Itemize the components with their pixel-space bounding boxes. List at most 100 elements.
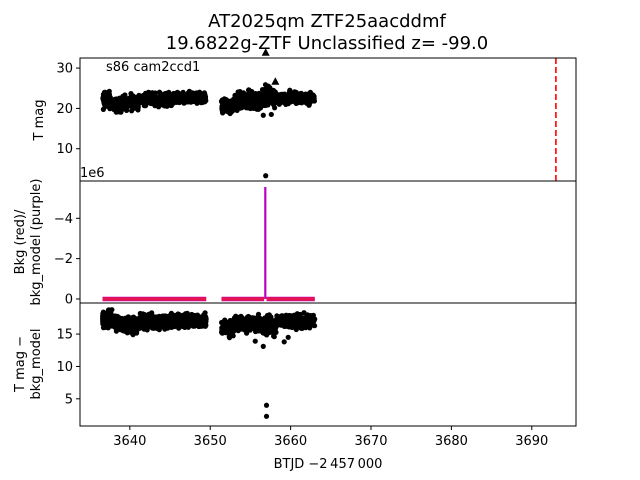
data-point [186,95,192,101]
data-point [154,325,160,331]
data-point [256,90,262,96]
middle-ylabel-line1: Bkg (red)/ [13,209,28,274]
data-point [285,96,291,102]
data-point [106,307,113,313]
data-point [236,326,242,332]
data-point [266,312,272,318]
data-point [121,101,127,107]
bottom-axes-frame [79,302,577,427]
data-point [291,92,297,98]
data-point [144,319,151,325]
data-point [247,327,253,333]
x-tick-label: 3690 [515,434,548,449]
data-point [279,94,285,100]
outlier-point [268,111,274,118]
outlier-point [252,338,258,344]
y-tick-label: 30 [56,62,73,77]
data-point [294,98,301,104]
bottom-ylabel-line1: T mag − [13,336,28,393]
data-point [249,93,255,99]
data-point [220,320,226,326]
data-point [198,321,204,327]
data-point [113,96,119,102]
x-tick-label: 3650 [194,434,227,449]
data-point [292,317,298,323]
middle-data-lines [102,187,315,302]
data-point [289,313,295,319]
data-point [122,95,128,101]
outlier-point [281,339,287,345]
data-point [122,323,128,330]
data-point [115,324,121,330]
data-point [225,330,231,336]
x-tick-label: 3660 [274,434,307,449]
outlier-point [254,106,260,112]
limit-triangle [271,77,280,85]
data-point [189,314,195,320]
x-axis-label: BTJD −2 457 000 [274,457,383,472]
data-point [250,98,256,104]
data-point [141,322,147,328]
data-point [278,313,284,319]
data-point [162,95,168,101]
data-point [140,96,146,102]
middle-axes-frame [79,180,577,304]
data-point [102,310,109,316]
limit-triangle [261,48,270,56]
data-point [234,318,240,324]
outlier-point [263,413,270,419]
data-point [186,99,193,105]
y-tick-label: 5 [65,392,73,407]
data-point [273,318,280,325]
chart-title-line2: 19.6822g-ZTF Unclassified z= -99.0 [166,33,488,54]
data-point [236,104,242,110]
data-point [184,319,190,325]
data-point [151,96,157,102]
data-point [263,330,269,336]
data-point [116,315,123,321]
data-point [126,97,132,103]
data-point [103,99,109,105]
data-point [180,95,186,101]
x-tick-label: 3670 [354,434,387,449]
data-point [291,324,297,330]
data-point [260,318,266,324]
middle-y-ticks: 0 −2 −4 [54,212,80,307]
data-point [129,328,135,334]
data-point [181,100,187,106]
data-point [175,94,181,100]
data-point [106,319,112,325]
data-point [260,326,266,332]
data-point [271,334,277,340]
data-point [272,105,278,111]
panel-middle: 0 −2 −4 1e6 Bkg (red)/ bkg_model (purple) [13,166,577,307]
outlier-point [260,343,266,349]
data-point [197,93,203,99]
data-point [232,322,238,328]
data-point [225,102,232,108]
data-point [130,94,136,100]
middle-offset-text: 1e6 [80,166,105,181]
panel-bottom: 5 10 15 3640 3650 3660 3670 3680 3690 T mag − b… [13,302,577,449]
data-point [219,330,225,336]
data-point [301,95,307,101]
chart-title-line1: AT2025qm ZTF25aacddmf [208,11,446,32]
data-point [173,98,179,104]
top-data-points [100,48,557,181]
data-point [276,101,282,107]
y-tick-label: 15 [56,328,73,343]
data-point [287,317,293,323]
data-point [269,96,275,102]
data-point [163,90,169,96]
limit-triangle [264,83,273,92]
top-axes-frame [79,57,577,182]
y-tick-label: −2 [54,252,73,267]
data-point [245,91,251,97]
data-point [146,324,152,330]
outlier-point [260,112,266,118]
bottom-y-ticks: 5 10 15 [56,328,80,407]
y-tick-label: −4 [54,212,73,227]
data-point [167,317,173,323]
data-point [178,320,184,327]
